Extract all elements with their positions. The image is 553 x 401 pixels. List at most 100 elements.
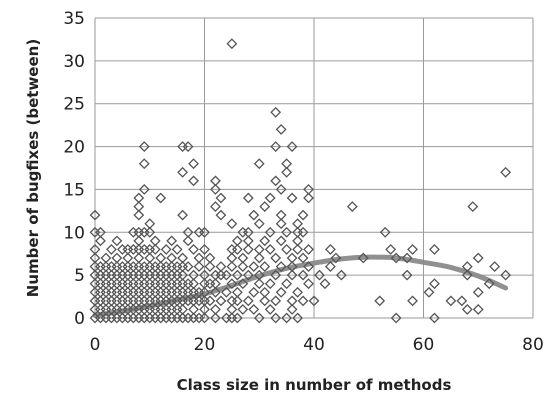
data-point (100, 286, 112, 298)
data-point (116, 261, 128, 272)
x-tick-label: 80 (522, 335, 544, 355)
data-point (215, 192, 227, 204)
data-point (210, 184, 221, 195)
data-point (116, 295, 128, 307)
data-point (171, 244, 183, 255)
data-point (253, 278, 265, 290)
data-point (177, 166, 189, 178)
data-point (429, 278, 440, 290)
data-point (111, 252, 123, 264)
data-point (472, 304, 484, 315)
data-point (429, 244, 440, 255)
data-point (106, 278, 117, 290)
data-point (286, 269, 298, 281)
data-point (330, 252, 342, 264)
data-point (100, 278, 112, 290)
data-point (95, 286, 106, 298)
data-point (177, 286, 189, 298)
data-point (390, 252, 402, 264)
data-point (259, 235, 271, 247)
data-point (445, 295, 457, 307)
data-point (177, 252, 189, 264)
data-point (111, 235, 123, 247)
data-point (286, 252, 298, 264)
data-point (264, 244, 276, 255)
data-point (166, 278, 178, 290)
data-point (188, 269, 199, 281)
data-point (303, 278, 314, 290)
data-point (111, 278, 123, 290)
data-point (138, 184, 150, 195)
data-point (89, 252, 101, 264)
data-point (226, 304, 238, 315)
data-point (264, 192, 276, 204)
data-point (242, 192, 254, 204)
data-point (199, 244, 210, 255)
data-point (275, 261, 287, 272)
data-point (133, 261, 145, 272)
data-point (242, 244, 254, 255)
data-point (144, 261, 156, 272)
data-point (248, 261, 260, 272)
data-point (133, 244, 145, 255)
data-point (166, 252, 178, 264)
data-point (226, 218, 238, 230)
data-point (106, 286, 117, 298)
data-point (390, 312, 402, 324)
data-point (133, 209, 145, 221)
y-tick-label: 25 (63, 95, 85, 115)
data-point (188, 175, 199, 187)
data-point (215, 295, 227, 307)
data-point (275, 124, 287, 135)
data-point (253, 269, 265, 281)
y-tick-label: 15 (63, 180, 85, 200)
data-point (182, 141, 194, 152)
data-point (182, 226, 194, 238)
data-point (116, 286, 128, 298)
data-point (242, 235, 254, 247)
data-point (270, 106, 282, 118)
data-point (472, 252, 484, 264)
data-point (303, 261, 314, 272)
data-point (144, 244, 156, 255)
data-point (379, 226, 391, 238)
data-point (182, 235, 194, 247)
data-point (286, 141, 298, 152)
data-point (106, 295, 117, 307)
tick-labels: 0 5 10 15 20 25 30 35 0 20 40 60 80 (63, 9, 543, 355)
data-point (204, 295, 216, 307)
data-point (357, 252, 369, 264)
data-point (127, 295, 139, 307)
data-point (231, 269, 243, 281)
data-point (407, 244, 418, 255)
data-point (319, 278, 331, 290)
data-point (111, 295, 123, 307)
x-axis-title: Class size in number of methods (177, 376, 452, 394)
data-point (144, 278, 156, 290)
data-point (149, 278, 161, 290)
data-point (226, 38, 238, 50)
data-point (144, 218, 156, 230)
data-point (248, 304, 260, 315)
data-point (199, 226, 210, 238)
data-point (259, 201, 271, 212)
data-point (281, 158, 293, 170)
data-point (401, 252, 413, 264)
data-point (182, 261, 194, 272)
data-point (149, 244, 161, 255)
data-point (231, 244, 243, 255)
data-point (226, 252, 238, 264)
data-point (500, 166, 512, 178)
data-point (95, 295, 106, 307)
data-point (314, 269, 325, 281)
data-point (193, 261, 205, 272)
data-point (133, 201, 145, 212)
data-point (456, 295, 468, 307)
data-point (226, 244, 238, 255)
data-point (461, 269, 473, 281)
data-point (166, 261, 178, 272)
data-point (210, 304, 221, 315)
data-point (226, 295, 238, 307)
data-point (248, 286, 260, 298)
data-point (166, 235, 178, 247)
